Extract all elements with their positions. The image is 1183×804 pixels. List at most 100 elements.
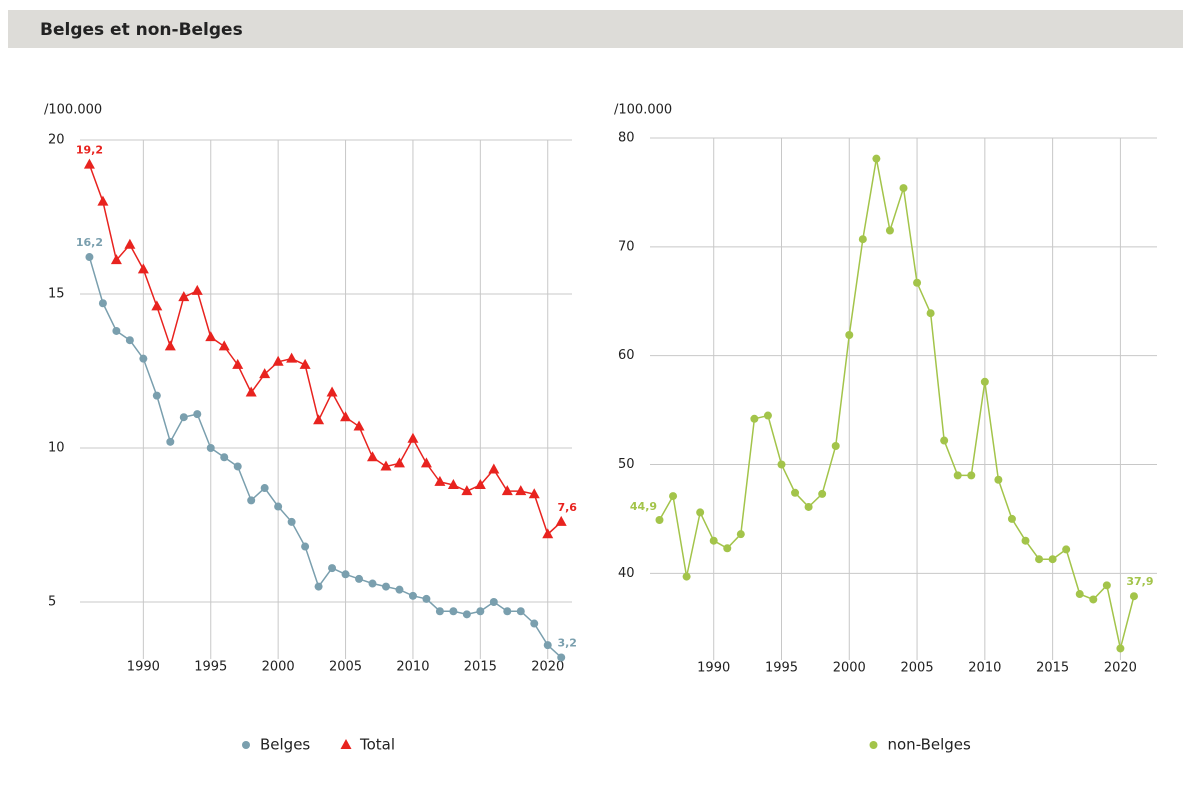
data-point	[845, 330, 854, 339]
data-point	[97, 195, 109, 206]
data-point	[940, 436, 949, 445]
data-point	[516, 607, 525, 616]
data-point	[818, 489, 827, 498]
y-tick-label: 20	[48, 133, 65, 148]
data-point	[858, 235, 867, 244]
data-label: 7,6	[557, 501, 577, 514]
data-point	[763, 411, 772, 420]
data-point	[110, 254, 122, 265]
data-point	[407, 432, 419, 443]
data-point	[736, 530, 745, 539]
data-point	[353, 420, 365, 431]
data-point	[530, 619, 539, 628]
data-point	[791, 488, 800, 497]
data-point	[287, 517, 296, 526]
data-point	[1048, 555, 1057, 564]
data-point	[232, 358, 244, 369]
data-point	[368, 579, 377, 588]
legend-marker	[869, 741, 878, 749]
data-point	[355, 574, 364, 583]
data-point	[723, 544, 732, 553]
data-point	[1062, 545, 1071, 554]
data-point	[152, 391, 161, 400]
data-point	[1089, 595, 1098, 604]
data-label: 37,9	[1126, 575, 1153, 588]
data-point	[655, 516, 664, 525]
y-tick-label: 15	[48, 287, 65, 302]
data-point	[260, 484, 269, 493]
data-point	[340, 411, 352, 422]
y-tick-label: 10	[48, 441, 65, 456]
y-tick-label: 50	[618, 457, 635, 472]
data-point	[179, 413, 188, 422]
data-point	[515, 485, 527, 496]
data-point	[488, 463, 500, 474]
data-point	[380, 460, 392, 471]
data-point	[1075, 590, 1084, 599]
data-point	[125, 336, 134, 345]
x-tick-label: 2010	[396, 660, 429, 675]
x-tick-label: 1990	[127, 660, 160, 675]
data-point	[543, 641, 552, 650]
data-label: 3,2	[557, 636, 577, 649]
data-point	[274, 502, 283, 511]
data-point	[804, 502, 813, 511]
data-point	[528, 488, 540, 499]
data-point	[422, 594, 431, 603]
data-point	[709, 536, 718, 545]
data-label: 19,2	[76, 144, 103, 157]
x-tick-label: 1995	[194, 660, 227, 675]
data-point	[980, 377, 989, 386]
data-point	[313, 414, 325, 425]
data-label: 16,2	[76, 236, 103, 249]
data-point	[872, 154, 881, 163]
x-tick-label: 2015	[464, 660, 497, 675]
y-tick-label: 60	[618, 348, 635, 363]
series-line	[88, 164, 562, 536]
x-tick-label: 2005	[901, 661, 934, 676]
data-point	[137, 263, 149, 274]
x-tick-label: 2015	[1036, 661, 1069, 676]
x-tick-label: 2000	[262, 660, 295, 675]
data-point	[555, 515, 567, 526]
data-point	[151, 300, 163, 311]
y-tick-label: 80	[618, 131, 635, 146]
data-label: 44,9	[630, 500, 657, 513]
data-point	[124, 238, 136, 249]
page-title: Belges et non-Belges	[40, 20, 243, 40]
data-point	[164, 340, 176, 351]
data-point	[299, 358, 311, 369]
data-point	[286, 352, 298, 363]
data-point	[885, 226, 894, 235]
data-point	[750, 414, 759, 423]
data-point	[301, 542, 310, 551]
data-point	[326, 386, 338, 397]
data-point	[967, 471, 976, 480]
data-point	[474, 478, 486, 489]
data-point	[489, 598, 498, 606]
data-point	[328, 564, 337, 573]
data-point	[139, 354, 148, 363]
legend-marker	[242, 741, 250, 749]
data-point	[1116, 644, 1125, 653]
data-point	[476, 607, 485, 616]
data-point	[381, 582, 390, 591]
x-tick-label: 2005	[329, 660, 362, 675]
data-point	[462, 610, 471, 619]
data-point	[191, 284, 203, 295]
data-point	[542, 528, 554, 539]
data-point	[1102, 581, 1111, 590]
legend-label: non-Belges	[888, 736, 972, 754]
data-point	[245, 386, 257, 397]
data-point	[218, 340, 230, 351]
y-axis-label: /100.000	[44, 103, 102, 118]
data-point	[259, 368, 271, 379]
legend-label: Belges	[260, 736, 310, 754]
data-point	[205, 331, 217, 342]
data-point	[395, 585, 404, 594]
data-point	[206, 444, 215, 452]
data-point	[367, 451, 379, 462]
x-tick-label: 1995	[765, 661, 798, 676]
